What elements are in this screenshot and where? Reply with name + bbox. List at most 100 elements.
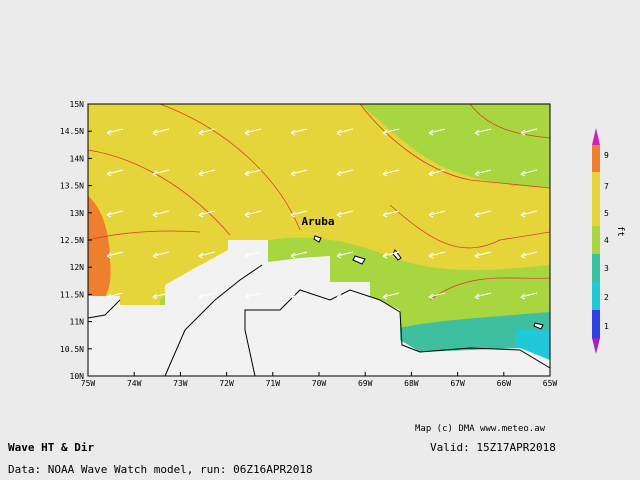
- wave-arrow: [106, 210, 124, 218]
- wave-arrow: [382, 169, 400, 177]
- wave-arrow: [382, 210, 400, 218]
- lon-label: 68W: [404, 379, 419, 388]
- wave-arrow: [428, 251, 446, 259]
- lat-label: 12N: [70, 263, 85, 272]
- wave-arrows: [106, 128, 538, 300]
- wave-arrow: [520, 292, 538, 300]
- lon-label: 67W: [450, 379, 465, 388]
- colorbar-segment: [592, 254, 600, 282]
- colorbar: 9 7 5 4 3 2 1 ft: [592, 128, 625, 354]
- colorbar-segment: [592, 310, 600, 338]
- sea-orange: [88, 196, 111, 305]
- colorbar-bottom: [592, 338, 600, 354]
- lon-label: 73W: [173, 379, 188, 388]
- wave-arrow: [290, 210, 308, 218]
- wave-arrow: [152, 128, 170, 136]
- lon-label: 66W: [497, 379, 512, 388]
- wave-arrow: [198, 251, 216, 259]
- lat-label: 13N: [70, 209, 85, 218]
- lon-label: 69W: [358, 379, 373, 388]
- data-source: Data: NOAA Wave Watch model, run: 06Z16A…: [8, 463, 313, 476]
- wave-arrow: [106, 128, 124, 136]
- colorbar-label: 4: [604, 236, 609, 245]
- colorbar-segment: [592, 282, 600, 310]
- colorbar-segment: [592, 145, 600, 172]
- wave-arrow: [152, 210, 170, 218]
- wave-arrow: [520, 169, 538, 177]
- wave-arrow: [474, 128, 492, 136]
- lon-label: 75W: [81, 379, 96, 388]
- wave-arrow: [106, 169, 124, 177]
- wave-arrow: [428, 292, 446, 300]
- coastline: [87, 264, 551, 377]
- islands: [313, 235, 544, 330]
- colorbar-label: 9: [604, 151, 609, 160]
- wave-arrow: [198, 128, 216, 136]
- title: Wave HT & Dir: [8, 441, 94, 454]
- valid-time: Valid: 15Z17APR2018: [430, 441, 556, 454]
- colorbar-label: 3: [604, 264, 609, 273]
- wave-arrow: [290, 169, 308, 177]
- wave-arrow: [244, 128, 262, 136]
- colorbar-label: 5: [604, 209, 609, 218]
- lon-label: 74W: [127, 379, 142, 388]
- wave-arrow: [520, 251, 538, 259]
- lat-label: 15N: [70, 100, 85, 109]
- wave-arrow: [290, 128, 308, 136]
- wave-arrow: [428, 210, 446, 218]
- wave-arrow: [382, 128, 400, 136]
- wave-arrow: [336, 251, 354, 259]
- colorbar-top: [592, 128, 600, 145]
- wave-arrow: [152, 251, 170, 259]
- wave-arrow: [198, 169, 216, 177]
- wave-arrow: [244, 251, 262, 259]
- colorbar-label: 2: [604, 293, 609, 302]
- wave-arrow: [244, 292, 262, 300]
- wave-arrow: [244, 169, 262, 177]
- wave-arrow: [428, 128, 446, 136]
- wave-arrow: [520, 128, 538, 136]
- wave-arrow: [152, 169, 170, 177]
- latitude-labels: 15N 14.5N 14N 13.5N 13N 12.5N 12N 11.5N 11N 10.5N…: [60, 100, 92, 381]
- wave-arrow: [336, 210, 354, 218]
- wave-arrow: [198, 210, 216, 218]
- lon-label: 72W: [219, 379, 234, 388]
- contours: [87, 103, 551, 301]
- wave-arrow: [336, 169, 354, 177]
- wave-arrow: [290, 251, 308, 259]
- wave-arrow: [198, 292, 216, 300]
- wave-arrow: [474, 292, 492, 300]
- lat-label: 10N: [70, 372, 85, 381]
- wave-arrow: [336, 128, 354, 136]
- place-label: Aruba: [301, 215, 334, 228]
- wave-arrow: [336, 292, 354, 300]
- lon-label: 71W: [266, 379, 281, 388]
- wave-arrow: [520, 210, 538, 218]
- wave-arrow: [106, 292, 124, 300]
- colorbar-label: 1: [604, 322, 609, 331]
- wave-arrow: [428, 169, 446, 177]
- wave-arrow: [290, 292, 308, 300]
- wave-arrow: [474, 169, 492, 177]
- wave-arrow: [106, 251, 124, 259]
- wave-arrow: [382, 292, 400, 300]
- lat-label: 14N: [70, 154, 85, 163]
- lat-label: 14.5N: [60, 127, 84, 136]
- sea-green: [360, 104, 550, 188]
- lat-label: 11.5N: [60, 290, 84, 299]
- map-area: Aruba: [87, 103, 551, 377]
- wave-arrow: [474, 210, 492, 218]
- lon-label: 70W: [312, 379, 327, 388]
- colorbar-segment: [592, 172, 600, 226]
- colorbar-unit: ft: [615, 226, 625, 237]
- colorbar-label: 7: [604, 182, 609, 191]
- colorbar-labels: 9 7 5 4 3 2 1: [604, 151, 609, 331]
- longitude-labels: 75W 74W 73W 72W 71W 70W 69W 68W 67W 66W 65W: [81, 372, 558, 388]
- lat-label: 11N: [70, 318, 85, 327]
- land: [88, 240, 550, 376]
- lon-label: 65W: [543, 379, 558, 388]
- lat-label: 10.5N: [60, 345, 84, 354]
- colorbar-segment: [592, 226, 600, 254]
- lat-label: 13.5N: [60, 182, 84, 191]
